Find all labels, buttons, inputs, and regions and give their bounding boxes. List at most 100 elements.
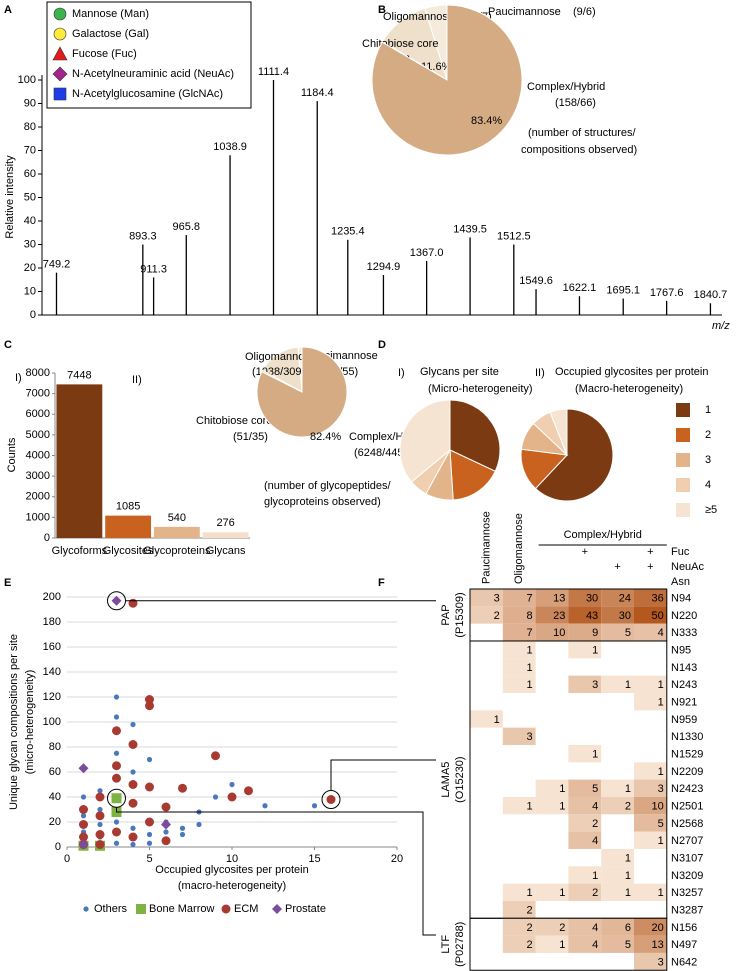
x-tick-label: 15 xyxy=(308,853,320,865)
heat-cell xyxy=(502,796,536,815)
panel-letter: B xyxy=(378,4,386,16)
peak-label: 749.2 xyxy=(43,259,71,271)
bar-value-label: 540 xyxy=(168,512,186,524)
heat-cell xyxy=(470,606,503,624)
cell-value: 1 xyxy=(625,783,631,795)
y-tick-label: 0 xyxy=(44,532,50,544)
y-tick-label: 140 xyxy=(43,666,61,678)
heat-cell xyxy=(568,779,602,797)
y-tick-label: 100 xyxy=(43,716,61,728)
y-tick-label: 6000 xyxy=(26,408,50,420)
heat-cell xyxy=(535,589,569,607)
heat-cell xyxy=(568,744,602,763)
legend-label: N-Acetylneuraminic acid (NeuAc) xyxy=(72,68,234,80)
cell-value: 1 xyxy=(592,870,598,882)
cell-value: 1 xyxy=(559,801,565,813)
point xyxy=(146,840,153,846)
point xyxy=(80,813,87,819)
slice-name: Oligomannose xyxy=(383,11,454,23)
heat-cell xyxy=(601,866,634,884)
point xyxy=(178,783,187,793)
sub-panel-label: I) xyxy=(15,372,22,384)
heat-cell xyxy=(535,935,569,953)
x-tick-label: Glycoproteins xyxy=(143,545,211,557)
point xyxy=(80,794,87,800)
heat-cell xyxy=(535,883,569,901)
y-tick-label: 8000 xyxy=(26,367,50,379)
y-tick-label: 2000 xyxy=(26,491,50,503)
y-tick-label: 90 xyxy=(24,97,36,109)
heat-cell xyxy=(568,675,602,693)
pie-slice xyxy=(371,4,523,156)
heat-cell xyxy=(568,935,602,953)
point xyxy=(95,811,105,821)
cell-value: 3 xyxy=(592,679,598,691)
peak-label: 1111.4 xyxy=(258,66,289,78)
heat-cell xyxy=(634,623,667,641)
cell-value: 1 xyxy=(559,939,565,951)
peak-label: 1695.1 xyxy=(606,284,640,296)
legend-label: ≥5 xyxy=(705,504,717,516)
y-tick-label: 180 xyxy=(43,616,61,628)
peak-label: 911.3 xyxy=(140,263,167,275)
y-tick-label: 80 xyxy=(49,741,61,753)
slice-count: (6248/445) xyxy=(354,447,407,459)
row-label: N2501 xyxy=(671,801,703,813)
point xyxy=(79,832,88,842)
heat-cell xyxy=(535,918,569,936)
heat-cell xyxy=(601,779,634,797)
panel-letter: A xyxy=(4,4,12,16)
group-id: (P02788) xyxy=(454,922,466,967)
heat-cell xyxy=(502,658,536,676)
row-label: N1529 xyxy=(671,749,703,761)
cell-value: 4 xyxy=(658,627,664,639)
point xyxy=(130,841,136,848)
cell-value: 1 xyxy=(658,679,664,691)
x-tick-label: Glycoforms xyxy=(52,545,108,557)
cell-value: 4 xyxy=(592,939,598,951)
peak-label: 1235.4 xyxy=(331,226,365,238)
bar-value-label: 276 xyxy=(216,517,234,529)
bar-value-label: 1085 xyxy=(116,501,140,513)
group-box xyxy=(469,917,668,971)
y-tick-label: 20 xyxy=(49,816,61,828)
pie-slice xyxy=(449,399,501,472)
cell-value: 3 xyxy=(658,783,664,795)
legend-swatch xyxy=(676,403,690,417)
cell-value: 2 xyxy=(592,887,598,899)
heat-cell xyxy=(634,831,667,849)
row-label: N921 xyxy=(671,697,697,709)
heat-cell xyxy=(634,796,667,815)
cell-value: 5 xyxy=(592,783,598,795)
slice-value-label: 83.4% xyxy=(471,115,502,127)
heat-cell xyxy=(568,640,602,659)
point xyxy=(229,781,235,788)
legend-label: Prostate xyxy=(285,903,326,915)
slice-name: Chitobiose core xyxy=(362,38,438,50)
legend-swatch xyxy=(676,478,690,492)
point xyxy=(179,831,186,838)
group-name: LTF xyxy=(440,935,452,954)
y-tick-label: 120 xyxy=(43,691,61,703)
heat-cell xyxy=(535,779,569,797)
heat-cell xyxy=(502,900,536,919)
cell-value: 2 xyxy=(592,818,598,830)
heat-cell xyxy=(568,814,602,832)
point xyxy=(112,761,121,771)
y-tick-label: 60 xyxy=(49,766,61,778)
cell-value: 24 xyxy=(619,593,631,605)
point xyxy=(95,792,105,802)
group-id: (P15309) xyxy=(454,592,466,637)
cell-value: 1 xyxy=(658,835,664,847)
cell-value: 7 xyxy=(526,627,532,639)
cell-value: 4 xyxy=(592,801,598,813)
cell-value: 1 xyxy=(559,783,565,795)
panel-letter: D xyxy=(378,339,386,351)
point xyxy=(262,803,268,809)
heat-cell xyxy=(535,623,569,641)
cell-value: 4 xyxy=(592,835,598,847)
pie-slice xyxy=(449,449,496,501)
point xyxy=(244,786,253,796)
y-tick-label: 200 xyxy=(43,591,61,603)
heat-cell xyxy=(634,606,667,624)
